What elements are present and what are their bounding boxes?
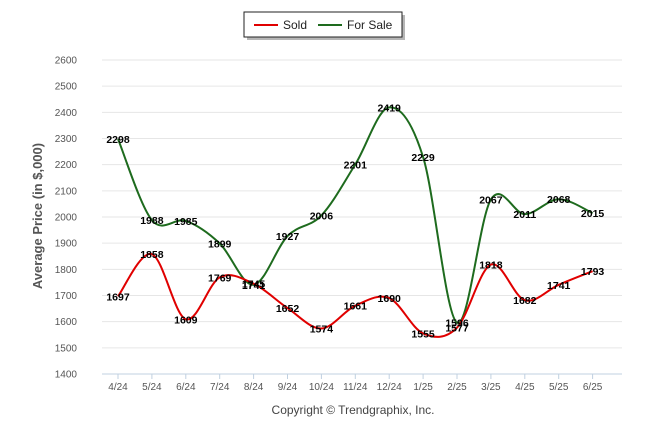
x-tick-label: 10/24 <box>309 382 334 393</box>
copyright-credit: Copyright © Trendgraphix, Inc. <box>272 403 435 417</box>
data-label-for-sale: 2201 <box>344 159 368 171</box>
x-axis: 4/24 5/24 6/24 7/24 8/24 9/24 10/24 11/24 12/24 1… <box>102 373 622 393</box>
data-label-sold: 1818 <box>479 260 503 272</box>
data-label-sold: 1574 <box>310 323 334 335</box>
x-tick-label: 5/25 <box>549 382 569 393</box>
x-tick-label: 6/24 <box>176 382 196 393</box>
legend-sold-label: Sold <box>283 18 307 32</box>
y-tick-label: 2500 <box>55 82 78 93</box>
data-label-sold: 1745 <box>242 279 266 291</box>
y-tick-label: 2100 <box>55 186 78 197</box>
data-label-sold: 1858 <box>140 249 164 261</box>
data-labels: 2298 1988 1985 1899 1741 1927 2006 2201 2419 2229… <box>106 102 604 340</box>
x-tick-label: 8/24 <box>244 382 264 393</box>
data-label-sold: 1697 <box>106 291 130 303</box>
data-label-sold: 1690 <box>378 293 402 305</box>
y-tick-label: 2400 <box>55 108 78 119</box>
y-axis-label: Average Price (in $,000) <box>30 143 45 289</box>
y-tick-label: 2300 <box>55 134 78 145</box>
legend-for-sale-label: For Sale <box>347 18 393 32</box>
data-label-sold: 1769 <box>208 272 232 284</box>
x-tick-label: 5/24 <box>142 382 162 393</box>
data-label-for-sale: 1741 <box>242 280 266 292</box>
data-label-for-sale: 2298 <box>106 134 130 146</box>
data-label-for-sale: 1988 <box>140 215 164 227</box>
x-tick-label: 12/24 <box>377 382 402 393</box>
x-tick-label: 11/24 <box>343 382 368 393</box>
y-tick-label: 1800 <box>55 265 78 276</box>
y-tick-label: 1400 <box>55 370 78 381</box>
data-label-for-sale: 2011 <box>513 209 536 221</box>
data-label-for-sale: 2067 <box>479 194 503 206</box>
data-label-sold: 1661 <box>344 301 368 313</box>
x-tick-label: 2/25 <box>447 382 467 393</box>
x-tick-label: 4/24 <box>108 382 128 393</box>
y-tick-label: 2000 <box>55 213 78 224</box>
y-tick-label: 2200 <box>55 160 78 171</box>
x-tick-label: 3/25 <box>481 382 501 393</box>
y-tick-label: 2600 <box>55 56 78 67</box>
y-tick-label: 1500 <box>55 343 78 354</box>
data-label-sold: 1741 <box>547 280 571 292</box>
data-label-for-sale: 1985 <box>174 216 198 228</box>
data-label-for-sale: 1899 <box>208 238 232 250</box>
x-tick-label: 6/25 <box>583 382 603 393</box>
data-label-for-sale: 2419 <box>378 102 402 114</box>
data-label-sold: 1682 <box>513 295 537 307</box>
data-label-sold: 1652 <box>276 303 300 315</box>
data-label-sold: 1555 <box>411 328 435 340</box>
data-label-sold: 1577 <box>445 323 469 335</box>
series-line-for-sale <box>117 106 594 324</box>
data-label-for-sale: 2006 <box>310 210 334 222</box>
x-tick-label: 7/24 <box>210 382 230 393</box>
y-tick-label: 1600 <box>55 317 78 328</box>
y-axis-ticks: 1400 1500 1600 1700 1800 1900 2000 2100 2200 2300… <box>55 56 78 381</box>
x-tick-label: 9/24 <box>278 382 298 393</box>
series-line-sold <box>117 253 593 338</box>
data-label-for-sale: 1596 <box>445 318 469 330</box>
data-label-for-sale: 2068 <box>547 194 571 206</box>
data-label-for-sale: 2229 <box>411 152 435 164</box>
x-tick-label: 4/25 <box>515 382 535 393</box>
data-label-sold: 1793 <box>581 266 605 278</box>
y-tick-label: 1900 <box>55 239 78 250</box>
data-label-sold: 1609 <box>174 314 198 326</box>
data-label-for-sale: 2015 <box>581 208 605 220</box>
x-tick-label: 1/25 <box>413 382 433 393</box>
data-label-for-sale: 1927 <box>276 231 300 243</box>
legend: Sold For Sale <box>243 11 405 40</box>
series-lines <box>117 106 594 338</box>
y-tick-label: 1700 <box>55 291 78 302</box>
